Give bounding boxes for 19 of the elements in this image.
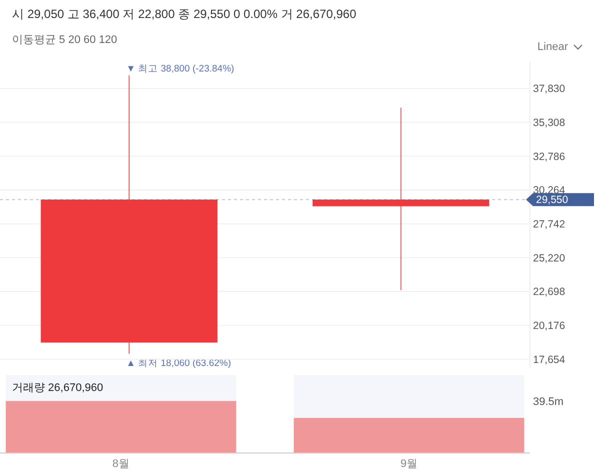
y-tick-label: 32,786 [533, 150, 566, 163]
price-tag: 29,550 [526, 193, 594, 206]
ref-line-label: 29,550 [536, 194, 568, 206]
annotation: ▼ 최고 38,800 (-23.84%) [126, 63, 234, 74]
x-tick-label: 9월 [400, 458, 418, 470]
text: 거래량 26,670,960 [12, 382, 104, 394]
text: Linear [537, 41, 568, 53]
y-tick-label: 27,742 [533, 218, 566, 231]
chart-subtitle: 시 29,050 고 36,400 저 22,800 종 29,550 0 0.00% 거 26,670,960 [12, 7, 357, 21]
y-tick-label: 25,220 [533, 252, 566, 264]
y-tick-label: 17,654 [533, 354, 566, 366]
y-tick-label: 20,176 [533, 320, 566, 332]
text: 이동평균 5 20 60 120 [12, 34, 118, 46]
x-tick-label: 8월 [112, 458, 130, 470]
y-tick-label: 35,308 [533, 116, 566, 129]
annotation: ▲ 최저 18,060 (63.62%) [126, 358, 232, 369]
y-tick-label: 37,830 [533, 83, 566, 96]
text: 39.5m [533, 396, 564, 408]
y-tick-label: 22,698 [533, 286, 566, 298]
